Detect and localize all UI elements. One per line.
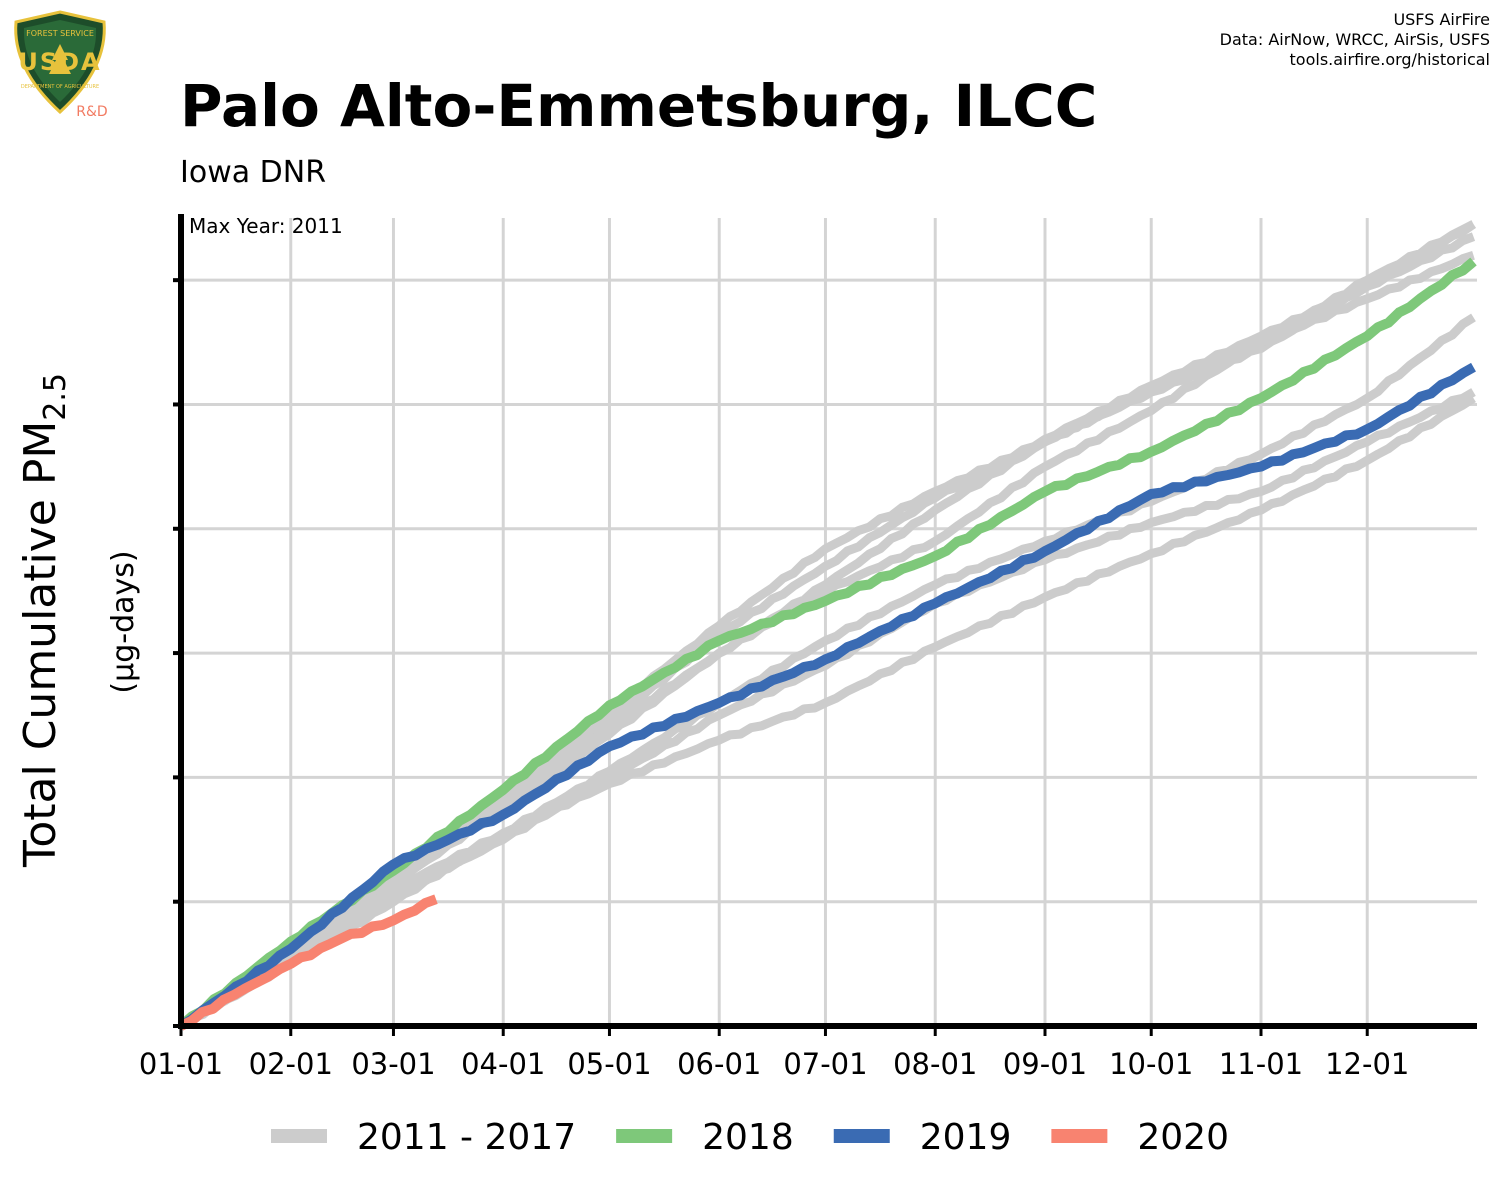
logo-top-text: FOREST SERVICE: [26, 29, 94, 38]
x-tick-label: 01-01: [139, 1047, 223, 1081]
series-lines: [177, 220, 1477, 1031]
x-tick-label: 02-01: [249, 1047, 333, 1081]
x-tick-label: 09-01: [1003, 1047, 1087, 1081]
x-tick-label: 12-01: [1325, 1047, 1409, 1081]
x-tick-label: 05-01: [567, 1047, 651, 1081]
chart-title: Palo Alto-Emmetsburg, ILCC: [180, 72, 1098, 140]
y-axis-label-subscript: 2.5: [38, 373, 73, 421]
series-line-2020: [178, 894, 438, 1031]
y-axis-units: (µg-days): [106, 550, 141, 693]
background-year-line: [178, 388, 1476, 1030]
x-tick-label: 07-01: [783, 1047, 867, 1081]
tree-icon: [49, 44, 71, 74]
x-tick-label: 03-01: [351, 1047, 435, 1081]
x-tick-label: 10-01: [1109, 1047, 1193, 1081]
logo-bottom-text: DEPARTMENT OF AGRICULTURE: [21, 84, 99, 90]
chart-subtitle: Iowa DNR: [180, 155, 327, 190]
x-tick-label: 11-01: [1219, 1047, 1303, 1081]
legend-label: 2011 - 2017: [357, 1117, 576, 1158]
x-tick-label: 08-01: [893, 1047, 977, 1081]
credits: USFS AirFire Data: AirNow, WRCC, AirSis,…: [1220, 10, 1490, 70]
legend-label: 2020: [1137, 1117, 1229, 1158]
background-year-line: [179, 313, 1476, 1031]
usfs-shield-logo: FOREST SERVICE USDA DEPARTMENT OF AGRICU…: [14, 10, 108, 120]
x-tick-label: 04-01: [461, 1047, 545, 1081]
credit-line: USFS AirFire: [1393, 10, 1490, 29]
y-axis-label: Total Cumulative PM: [15, 421, 66, 868]
series-line-2018: [177, 257, 1477, 1030]
legend-label: 2019: [920, 1117, 1012, 1158]
background-year-line: [178, 220, 1476, 1030]
credit-line: Data: AirNow, WRCC, AirSis, USFS: [1219, 30, 1490, 49]
legend: 2011 - 2017 2018 2019 2020: [271, 1117, 1229, 1158]
y-axis-title: Total Cumulative PM2.5: [15, 373, 73, 868]
logo-rd-tag: R&D: [76, 104, 107, 120]
series-line-2019: [178, 362, 1476, 1031]
x-tick-label: 06-01: [677, 1047, 761, 1081]
max-year-annotation: Max Year: 2011: [189, 214, 343, 238]
legend-label: 2018: [702, 1117, 794, 1158]
svg-text:Total Cumulative PM2.5: Total Cumulative PM2.5: [15, 373, 73, 868]
axes: 01-01 02-01 03-01 04-01 05-01 06-01 07-01 08-01…: [139, 214, 1477, 1081]
credit-line: tools.airfire.org/historical: [1289, 50, 1490, 69]
background-year-line: [178, 394, 1476, 1030]
